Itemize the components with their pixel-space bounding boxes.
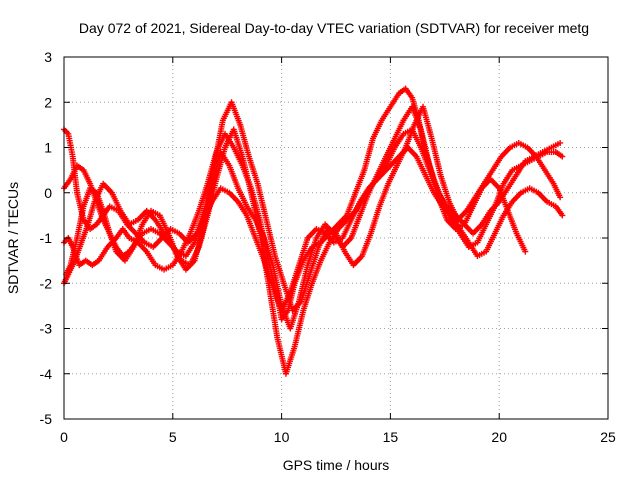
y-axis-label: SDTVAR / TECUs (5, 182, 21, 294)
y-tick-label: -5 (40, 411, 53, 427)
y-tick-label: -1 (40, 230, 53, 246)
axis-ticks (63, 56, 609, 420)
x-tick-label: 10 (274, 429, 290, 445)
x-tick-label: 25 (600, 429, 616, 445)
y-tick-label: -2 (40, 275, 53, 291)
y-tick-labels: 3 2 1 0 -1 -2 -3 -4 -5 (40, 49, 53, 427)
series-track-3 (61, 126, 566, 377)
x-tick-label: 5 (169, 429, 177, 445)
x-axis-label: GPS time / hours (283, 457, 390, 473)
series-track-5 (63, 103, 529, 332)
y-tick-label: -4 (40, 366, 53, 382)
data-point (522, 248, 529, 255)
data-point (559, 153, 566, 160)
y-tick-label: 0 (44, 185, 52, 201)
y-tick-label: 1 (44, 140, 52, 156)
data-point (559, 212, 566, 219)
y-tick-label: 3 (44, 49, 52, 65)
x-tick-label: 15 (383, 429, 399, 445)
data-points (61, 85, 566, 377)
x-tick-label: 0 (60, 429, 68, 445)
y-tick-label: -3 (40, 321, 53, 337)
data-point (557, 139, 564, 146)
x-tick-label: 20 (491, 429, 507, 445)
chart-title: Day 072 of 2021, Sidereal Day-to-day VTE… (79, 20, 589, 36)
x-tick-labels: 0 5 10 15 20 25 (60, 429, 616, 445)
data-point (557, 194, 564, 201)
y-tick-label: 2 (44, 94, 52, 110)
